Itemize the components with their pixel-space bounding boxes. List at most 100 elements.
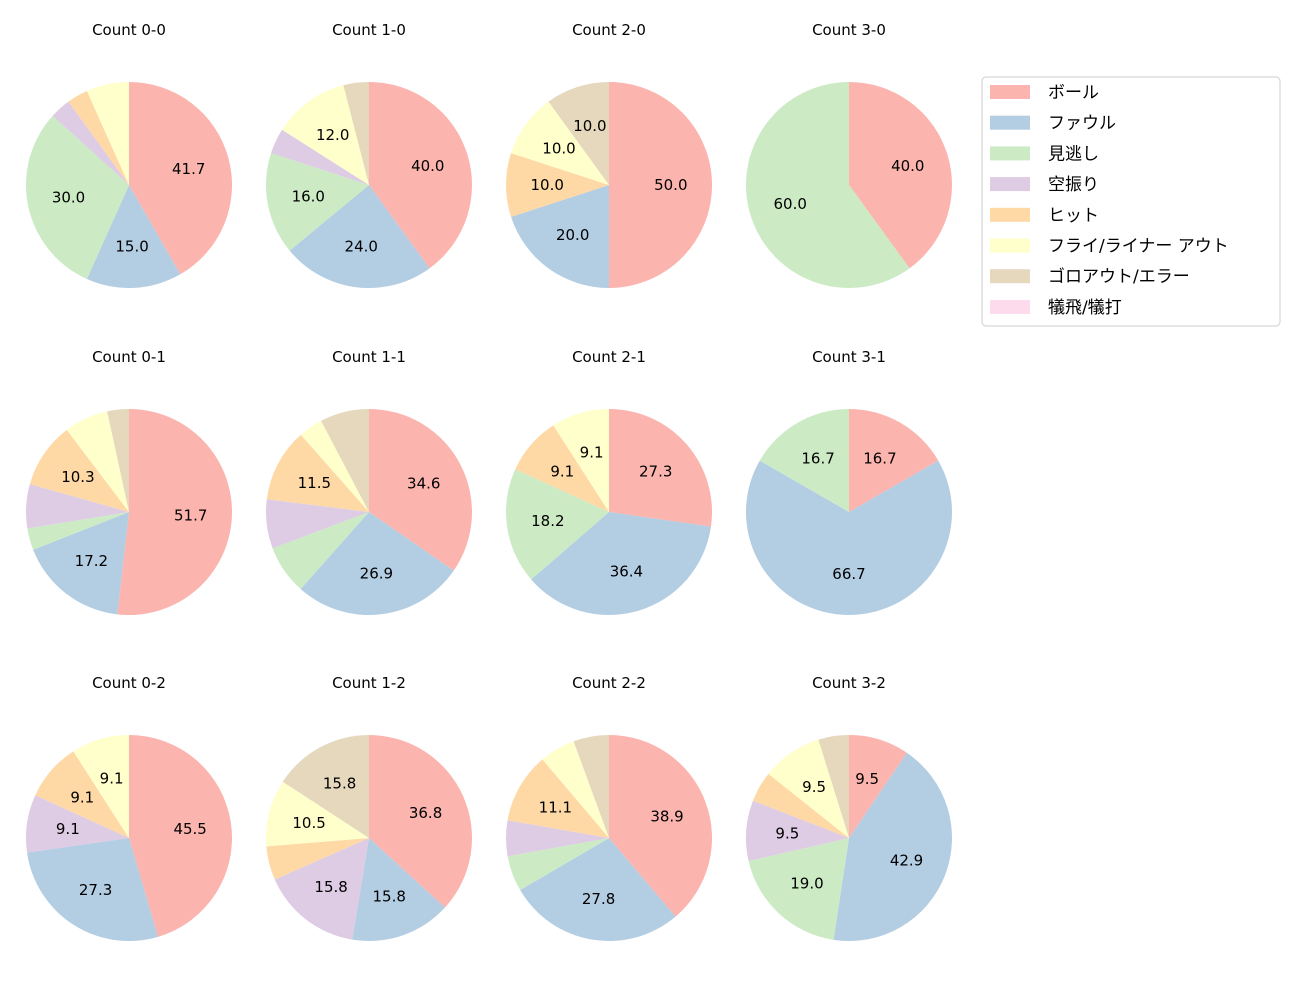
pie-count-2-1: Count 2-1 27.3 36.4 18.2 9.1 9.1: [505, 348, 712, 616]
pie-title: Count 0-2: [92, 674, 166, 692]
slice-label: 17.2: [75, 552, 108, 570]
slice-label: 15.8: [372, 887, 405, 905]
slice-label: 42.9: [890, 852, 923, 870]
slice-label: 10.0: [530, 176, 563, 194]
slice-見逃し: [759, 409, 849, 512]
slice-label: 36.8: [409, 804, 442, 822]
slice-ボール: [609, 409, 712, 527]
slice-label: 15.0: [115, 238, 148, 256]
slice-フライ/ライナー アウト: [282, 85, 369, 185]
pie-count-1-2: Count 1-2 36.8 15.8 15.8 10.5 15.8: [266, 674, 472, 941]
legend-swatch: [990, 238, 1030, 253]
slice-見逃し: [25, 115, 129, 280]
legend-swatch: [990, 269, 1030, 284]
slice-label: 24.0: [345, 237, 378, 255]
slice-空振り: [271, 129, 369, 185]
slice-label: 9.1: [580, 444, 604, 462]
legend-label: ヒット: [1048, 206, 1099, 226]
legend-item: 見逃し: [990, 144, 1099, 164]
slice-ゴロアウト/エラー: [282, 735, 369, 838]
slice-ファウル: [27, 838, 159, 941]
slice-label: 19.0: [790, 874, 823, 892]
slice-フライ/ライナー アウト: [542, 741, 609, 838]
slice-空振り: [25, 795, 129, 853]
legend-label: 犠飛/犠打: [1048, 298, 1122, 318]
pie-count-3-0: Count 3-0 40.0 60.0: [746, 21, 953, 288]
slice-ヒット: [506, 153, 609, 217]
pie-title: Count 3-2: [812, 674, 886, 692]
legend-label: ボール: [1048, 83, 1099, 103]
legend-item: ファウル: [990, 114, 1116, 134]
pie-title: Count 3-0: [812, 21, 886, 39]
slice-ボール: [849, 409, 939, 512]
legend-item: 犠飛/犠打: [990, 298, 1122, 318]
slice-label: 38.9: [650, 808, 683, 826]
slice-label: 20.0: [556, 226, 589, 244]
legend-item: 空振り: [990, 175, 1099, 195]
slice-ファウル: [833, 752, 952, 941]
legend-label: ファウル: [1048, 114, 1116, 134]
legend-label: フライ/ライナー アウト: [1048, 237, 1229, 257]
slice-label: 18.2: [531, 512, 564, 530]
slice-label: 30.0: [52, 189, 85, 207]
slice-ボール: [609, 82, 712, 288]
slice-label: 9.1: [100, 770, 124, 788]
slice-label: 9.5: [775, 825, 799, 843]
slice-ファウル: [511, 185, 609, 288]
slice-見逃し: [748, 838, 849, 940]
pie-count-3-1: Count 3-1 16.7 66.7 16.7: [745, 348, 953, 616]
legend-swatch: [990, 177, 1030, 192]
pie-count-0-2: Count 0-2 45.5 27.3 9.1 9.1 9.1: [25, 674, 232, 941]
slice-label: 10.3: [61, 468, 94, 486]
slice-見逃し: [265, 153, 369, 251]
slice-ボール: [849, 82, 953, 269]
slice-フライ/ライナー アウト: [300, 420, 369, 512]
slice-見逃し: [272, 512, 369, 589]
legend-swatch: [990, 299, 1030, 314]
legend-item: ボール: [990, 83, 1099, 103]
slice-ゴロアウト/エラー: [548, 82, 609, 185]
legend-swatch: [990, 207, 1030, 222]
legend-label: ゴロアウト/エラー: [1048, 266, 1190, 287]
pie-title: Count 2-2: [572, 674, 646, 692]
slice-フライ/ライナー アウト: [768, 739, 849, 838]
slice-label: 10.0: [573, 117, 606, 135]
pie-count-1-1: Count 1-1 34.6 26.9 11.5: [265, 348, 472, 615]
slice-label: 36.4: [610, 562, 643, 580]
legend-swatch: [990, 115, 1030, 130]
pie-count-2-0: Count 2-0 50.0 20.0 10.0 10.0 10.0: [506, 21, 712, 288]
slice-ボール: [369, 409, 472, 571]
slice-label: 51.7: [174, 506, 207, 524]
pie-count-1-0: Count 1-0 40.0 24.0 16.0 12.0: [265, 21, 472, 288]
slice-ヒット: [68, 90, 129, 185]
slice-label: 27.3: [79, 881, 112, 899]
slice-ファウル: [531, 512, 711, 616]
slice-ヒット: [507, 759, 609, 838]
slice-ゴロアウト/エラー: [321, 409, 369, 512]
slice-ファウル: [745, 460, 953, 616]
slice-label: 60.0: [774, 195, 807, 213]
slice-label: 16.7: [863, 449, 896, 467]
pie-title: Count 2-0: [572, 21, 646, 39]
slice-ゴロアウト/エラー: [573, 735, 609, 838]
slice-ヒット: [266, 838, 369, 880]
slice-label: 10.0: [542, 140, 575, 158]
pie-count-0-1: Count 0-1 51.7 17.2 10.3: [25, 348, 232, 615]
legend-swatch: [990, 85, 1030, 99]
pie-title: Count 1-2: [332, 674, 406, 692]
slice-空振り: [25, 484, 129, 529]
slice-ヒット: [29, 429, 129, 512]
slice-ファウル: [300, 512, 454, 615]
slice-label: 15.8: [323, 775, 356, 793]
slice-label: 26.9: [360, 564, 393, 582]
slice-label: 16.7: [801, 449, 834, 467]
slice-ファウル: [352, 838, 445, 941]
slice-label: 11.1: [539, 798, 572, 816]
slice-フライ/ライナー アウト: [86, 82, 129, 185]
legend-item: フライ/ライナー アウト: [990, 237, 1229, 257]
pie-count-2-2: Count 2-2 38.9 27.8 11.1: [506, 674, 713, 941]
slice-label: 45.5: [173, 820, 206, 838]
slice-label: 11.5: [298, 474, 331, 492]
slice-label: 66.7: [832, 565, 865, 583]
